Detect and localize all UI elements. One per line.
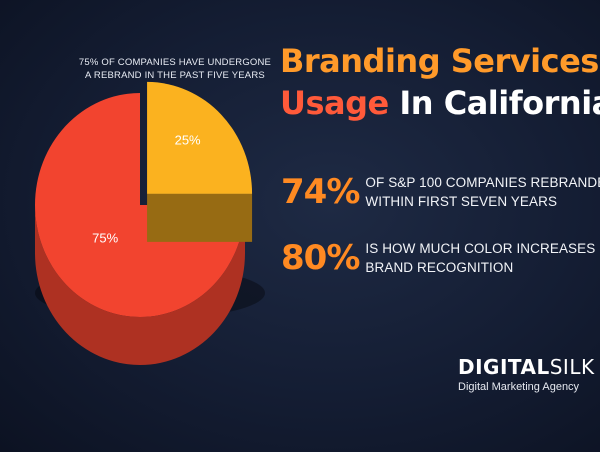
stat-value-1: 74%: [281, 172, 360, 212]
brand-name-bold: DIGITAL: [458, 355, 550, 379]
stat-text-1-line-1: OF S&P 100 COMPANIES REBRANDED: [365, 175, 600, 190]
brand-logo: DIGITALSILK Digital Marketing Agency: [458, 356, 595, 393]
caption-line-1: 75% OF COMPANIES HAVE UNDERGONE: [78, 57, 272, 68]
pie-slice-1: [35, 93, 245, 317]
title-line-2-accent: Usage: [280, 84, 389, 122]
pie-slice-2: [147, 81, 253, 194]
pie-slice-2-cut: [147, 193, 253, 242]
pie-slice-label-1: 75%: [92, 231, 118, 246]
pie-slice-1-side-1: [35, 205, 245, 365]
brand-name-light: SILK: [549, 355, 595, 379]
caption-line-2: A REBRAND IN THE PAST FIVE YEARS: [85, 70, 265, 81]
page-title: Branding Services Usage In California: [280, 40, 600, 124]
stat-text-1: OF S&P 100 COMPANIES REBRANDED WITHIN FI…: [365, 173, 600, 211]
brand-name: DIGITALSILK: [458, 356, 595, 378]
stat-text-1-line-2: WITHIN FIRST SEVEN YEARS: [365, 194, 558, 209]
stat-item-2: 80% IS HOW MUCH COLOR INCREASES BRAND RE…: [281, 238, 595, 278]
pie-slice-label-2: 25%: [175, 132, 201, 147]
title-line-1: Branding Services: [280, 42, 599, 80]
title-line-2: Usage In California: [280, 82, 600, 124]
stat-item-1: 74% OF S&P 100 COMPANIES REBRANDED WITHI…: [281, 172, 600, 212]
stat-value-2: 80%: [281, 238, 360, 278]
brand-tagline: Digital Marketing Agency: [458, 381, 580, 393]
stat-text-2-line-1: IS HOW MUCH COLOR INCREASES: [365, 241, 596, 256]
chart-caption: 75% OF COMPANIES HAVE UNDERGONE A REBRAN…: [60, 56, 290, 82]
stat-text-2-line-2: BRAND RECOGNITION: [365, 260, 514, 275]
stat-text-2: IS HOW MUCH COLOR INCREASES BRAND RECOGN…: [365, 239, 595, 277]
title-line-2-rest: In California: [388, 84, 600, 122]
